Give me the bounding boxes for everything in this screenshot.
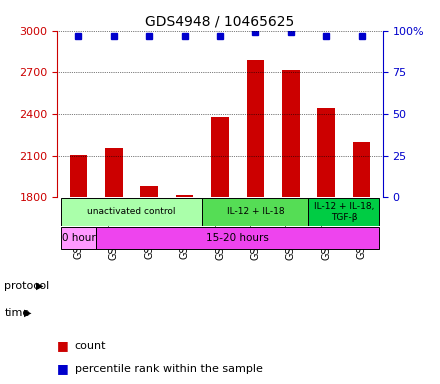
Bar <box>70 155 87 197</box>
Text: percentile rank within the sample: percentile rank within the sample <box>75 364 263 374</box>
Text: count: count <box>75 341 106 351</box>
Bar <box>202 198 308 225</box>
Bar <box>317 108 335 197</box>
Text: ■: ■ <box>57 362 69 375</box>
Text: 0 hour: 0 hour <box>62 233 95 243</box>
Text: 15-20 hours: 15-20 hours <box>206 233 269 243</box>
Bar <box>96 227 379 249</box>
Bar <box>105 148 123 197</box>
Bar <box>282 70 300 197</box>
Bar <box>61 227 96 249</box>
Title: GDS4948 / 10465625: GDS4948 / 10465625 <box>145 14 295 28</box>
Text: IL-12 + IL-18: IL-12 + IL-18 <box>227 207 284 216</box>
Bar <box>353 142 370 197</box>
Bar <box>246 60 264 197</box>
Bar <box>140 186 158 197</box>
Text: protocol: protocol <box>4 281 50 291</box>
Bar <box>308 198 379 225</box>
Bar <box>61 198 202 225</box>
Text: ▶: ▶ <box>24 308 32 318</box>
Bar <box>211 117 229 197</box>
Text: ▶: ▶ <box>36 281 44 291</box>
Text: time: time <box>4 308 29 318</box>
Bar <box>176 195 194 197</box>
Text: unactivated control: unactivated control <box>87 207 176 216</box>
Text: ■: ■ <box>57 339 69 352</box>
Text: IL-12 + IL-18,
TGF-β: IL-12 + IL-18, TGF-β <box>314 202 374 222</box>
